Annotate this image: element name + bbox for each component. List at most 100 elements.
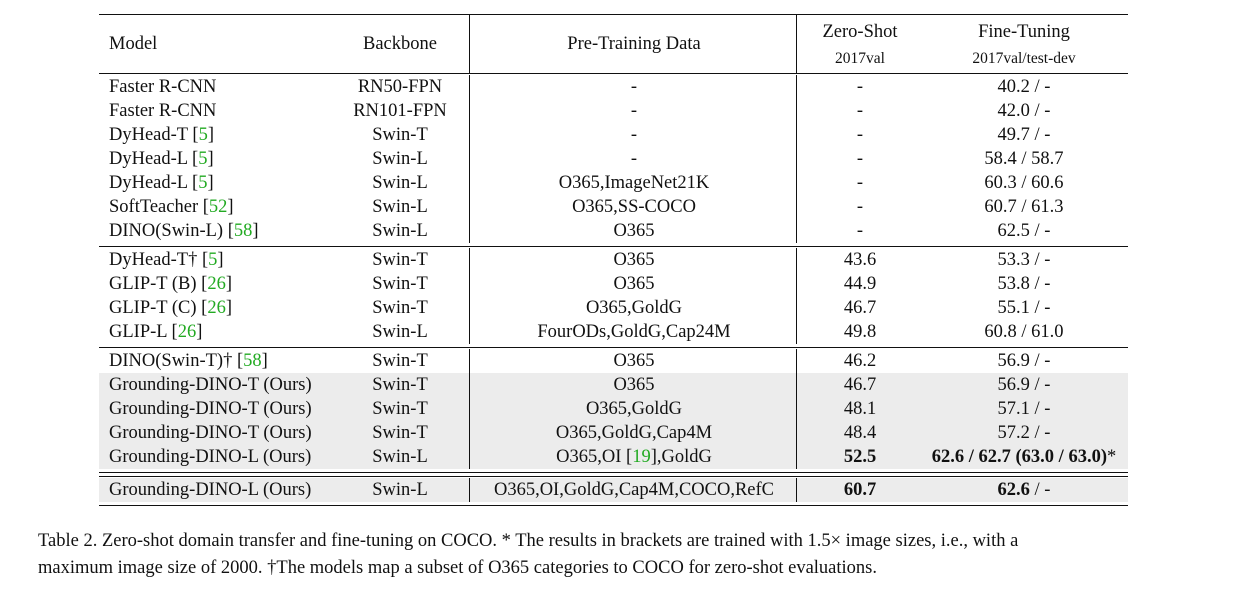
table-row: DyHead-T† [5] Swin-T O365 43.6 53.3 / - xyxy=(99,248,1128,272)
pretrain-text: O365,GoldG,Cap4M xyxy=(555,423,713,443)
header-zeroshot: Zero-Shot 2017val xyxy=(800,15,920,73)
row-divider-2 xyxy=(796,248,797,272)
finetune-suffix: / - xyxy=(1029,480,1051,500)
zeroshot-cell: 60.7 xyxy=(843,480,877,500)
header-finetune: Fine-Tuning 2017val/test-dev xyxy=(920,15,1128,73)
row-divider-1 xyxy=(469,320,470,344)
table-group: DyHead-T† [5] Swin-T O365 43.6 53.3 / - GLIP-… xyxy=(99,247,1128,347)
pretrain-cell: O365 xyxy=(472,219,796,243)
zeroshot-cell: 48.1 xyxy=(843,399,877,419)
row-divider-2 xyxy=(796,75,797,99)
finetune-value: 56.9 / - xyxy=(997,351,1051,371)
table-row: DyHead-L [5] Swin-L O365,ImageNet21K - 60.3 … xyxy=(99,171,1128,195)
finetune-value: 49.7 / - xyxy=(997,125,1051,145)
table-group: Faster R-CNN RN50-FPN - - 40.2 / - Faster R-C… xyxy=(99,74,1128,246)
zeroshot-cell: - xyxy=(856,125,864,145)
citation-ref: 5 xyxy=(198,173,208,193)
row-divider-2 xyxy=(796,219,797,243)
pretrain-cell: - xyxy=(472,147,796,171)
zeroshot-cell: - xyxy=(856,101,864,121)
pretrain-text: ],GoldG xyxy=(650,447,712,467)
pretrain-cell: O365,ImageNet21K xyxy=(472,171,796,195)
table-row: GLIP-T (B) [26] Swin-T O365 44.9 53.8 / - xyxy=(99,272,1128,296)
pretrain-text: - xyxy=(630,101,638,121)
header-zeroshot-sub: 2017val xyxy=(835,50,885,67)
model-cell: Grounding-DINO-T (Ours) xyxy=(109,397,312,421)
pretrain-cell: FourODs,GoldG,Cap24M xyxy=(472,320,796,344)
table-top-rule xyxy=(99,14,1128,15)
model-cell: DyHead-L [5] xyxy=(109,173,214,193)
row-divider-1 xyxy=(469,99,470,123)
finetune-cell: 53.3 / - xyxy=(920,248,1128,272)
row-divider-2 xyxy=(796,195,797,219)
zeroshot-cell: - xyxy=(856,149,864,169)
model-name: DyHead-T xyxy=(109,125,188,145)
model-cell: Grounding-DINO-L (Ours) xyxy=(109,445,311,469)
model-cell: DINO(Swin-T)† [58] xyxy=(109,351,268,371)
row-divider-1 xyxy=(469,195,470,219)
finetune-cell: 49.7 / - xyxy=(920,123,1128,147)
finetune-cell: 58.4 / 58.7 xyxy=(920,147,1128,171)
pretrain-cell: O365 xyxy=(472,349,796,373)
backbone-cell: Swin-T xyxy=(372,298,428,318)
table-row: Faster R-CNN RN50-FPN - - 40.2 / - xyxy=(99,75,1128,99)
row-divider-2 xyxy=(796,445,797,469)
model-name: GLIP-T (B) xyxy=(109,274,197,294)
table-row: Faster R-CNN RN101-FPN - - 42.0 / - xyxy=(99,99,1128,123)
backbone-cell: Swin-T xyxy=(372,274,428,294)
finetune-cell: 57.1 / - xyxy=(920,397,1128,421)
backbone-cell: RN50-FPN xyxy=(357,77,443,97)
finetune-cell: 42.0 / - xyxy=(920,99,1128,123)
finetune-value: 62.6 xyxy=(997,480,1030,500)
header-divider-1 xyxy=(469,15,470,73)
backbone-cell: Swin-L xyxy=(372,149,428,169)
finetune-value: 60.8 / 61.0 xyxy=(984,322,1064,342)
finetune-value: 53.3 / - xyxy=(997,250,1051,270)
pretrain-text: O365,ImageNet21K xyxy=(558,173,710,193)
model-name: Grounding-DINO-T (Ours) xyxy=(109,423,312,443)
pretrain-cell: O365,SS-COCO xyxy=(472,195,796,219)
row-divider-2 xyxy=(796,349,797,373)
finetune-value: 62.6 / 62.7 (63.0 / 63.0) xyxy=(931,447,1107,467)
backbone-cell: Swin-T xyxy=(372,375,428,395)
pretrain-text: O365 xyxy=(613,351,655,371)
table-row: DyHead-T [5] Swin-T - - 49.7 / - xyxy=(99,123,1128,147)
pretrain-text: O365 xyxy=(613,375,655,395)
zeroshot-cell: - xyxy=(856,173,864,193)
row-divider-2 xyxy=(796,272,797,296)
zeroshot-cell: 43.6 xyxy=(843,250,877,270)
model-cell: Faster R-CNN xyxy=(109,99,216,123)
zeroshot-cell: 52.5 xyxy=(843,447,877,467)
group-rule xyxy=(99,73,1128,74)
model-cell: Faster R-CNN xyxy=(109,75,216,99)
model-cell: DINO(Swin-L) [58] xyxy=(109,221,259,241)
model-name: Faster R-CNN xyxy=(109,101,217,121)
pretrain-text: - xyxy=(630,149,638,169)
zeroshot-cell: 46.7 xyxy=(843,298,877,318)
finetune-value: 56.9 / - xyxy=(997,375,1051,395)
backbone-cell: Swin-T xyxy=(372,423,428,443)
table-row: Grounding-DINO-T (Ours) Swin-T O365 46.7 56.… xyxy=(99,373,1128,397)
model-name: DyHead-T xyxy=(109,250,189,270)
model-cell: Grounding-DINO-T (Ours) xyxy=(109,373,312,397)
zeroshot-cell: 48.4 xyxy=(843,423,877,443)
model-cell: GLIP-T (C) [26] xyxy=(109,298,232,318)
header-finetune-title: Fine-Tuning xyxy=(978,22,1070,42)
row-divider-1 xyxy=(469,296,470,320)
model-name: GLIP-L xyxy=(109,322,167,342)
finetune-value: 40.2 / - xyxy=(997,77,1051,97)
row-divider-2 xyxy=(796,123,797,147)
dagger-mark: † xyxy=(223,351,233,371)
table-row: GLIP-T (C) [26] Swin-T O365,GoldG 46.7 55.1 … xyxy=(99,296,1128,320)
row-divider-2 xyxy=(796,373,797,397)
finetune-cell: 60.3 / 60.6 xyxy=(920,171,1128,195)
model-name: Grounding-DINO-T (Ours) xyxy=(109,399,312,419)
row-divider-1 xyxy=(469,75,470,99)
row-divider-2 xyxy=(796,99,797,123)
pretrain-text: - xyxy=(630,77,638,97)
finetune-cell: 57.2 / - xyxy=(920,421,1128,445)
zeroshot-cell: - xyxy=(856,221,864,241)
pretrain-text: O365 xyxy=(613,274,655,294)
row-divider-2 xyxy=(796,320,797,344)
pretrain-cell: - xyxy=(472,99,796,123)
